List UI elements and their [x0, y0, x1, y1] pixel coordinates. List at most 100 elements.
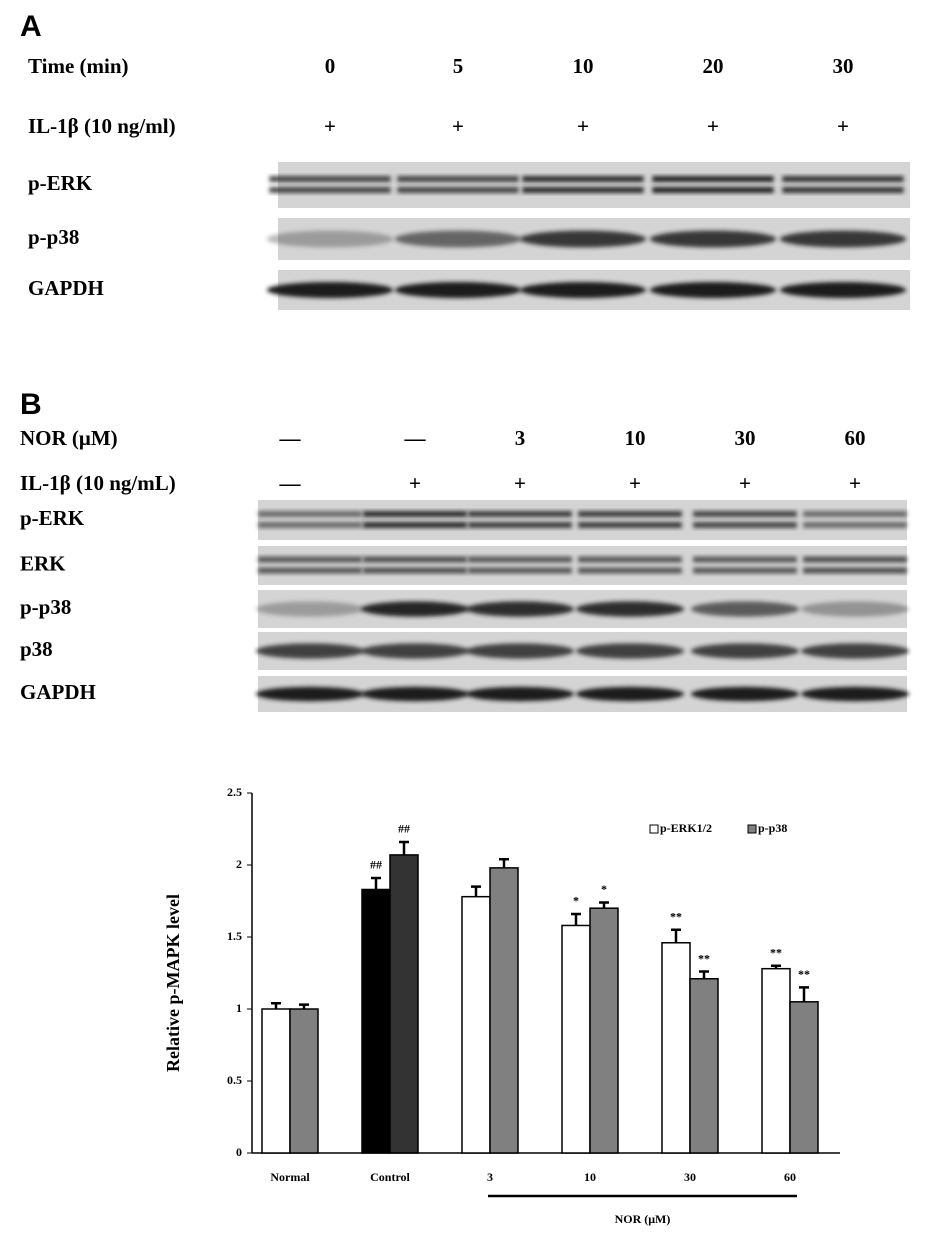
x-tick-label: 10 — [584, 1170, 596, 1184]
row-header: NOR (μM) — [20, 426, 118, 450]
blot-band — [363, 556, 467, 563]
row-header: IL-1β (10 ng/mL) — [20, 471, 176, 495]
bar — [689, 978, 719, 1154]
column-label: 5 — [453, 54, 464, 78]
y-tick-label: 1.5 — [227, 929, 242, 943]
y-tick-label: 0 — [236, 1145, 242, 1159]
error-bar — [771, 964, 781, 969]
blot-band — [693, 511, 797, 517]
significance-mark: ** — [698, 951, 710, 965]
x-tick-label: 60 — [784, 1170, 796, 1184]
error-bar — [571, 912, 581, 926]
blot-band — [468, 511, 572, 517]
error-bar — [699, 970, 709, 979]
column-label: — — [279, 426, 302, 450]
blot-band — [360, 643, 470, 659]
y-tick-label: 2 — [236, 857, 242, 871]
blot-band — [397, 176, 519, 182]
column-label: + — [409, 471, 421, 495]
blot-label: p38 — [20, 637, 53, 661]
blot-label: GAPDH — [20, 680, 96, 704]
column-label: + — [452, 114, 464, 138]
column-label: 20 — [703, 54, 724, 78]
blot-band — [575, 601, 685, 617]
column-label: + — [577, 114, 589, 138]
significance-mark: ## — [398, 822, 410, 836]
blot-background — [258, 546, 907, 585]
blot-band — [465, 686, 575, 702]
blot-band — [690, 601, 800, 617]
blot-band — [693, 567, 797, 574]
blot-band — [649, 230, 777, 248]
blot-band — [255, 643, 365, 659]
column-label: 30 — [833, 54, 854, 78]
blot-band — [693, 556, 797, 563]
legend-swatch — [747, 824, 757, 834]
blot-band — [258, 511, 362, 517]
bar — [361, 888, 391, 1154]
column-label: 10 — [573, 54, 594, 78]
y-tick-label: 0.5 — [227, 1073, 242, 1087]
column-label: + — [629, 471, 641, 495]
column-label: + — [849, 471, 861, 495]
blot-band — [578, 567, 682, 574]
bar — [261, 1008, 291, 1154]
blot-band — [258, 556, 362, 563]
significance-mark: ** — [798, 967, 810, 981]
blot-band — [779, 230, 907, 248]
blot-band — [468, 567, 572, 574]
blot-band — [266, 282, 394, 298]
blot-band — [360, 601, 470, 617]
bar — [761, 967, 791, 1154]
bar — [489, 867, 519, 1154]
bar — [661, 942, 691, 1154]
blot-band — [258, 567, 362, 574]
blot-band — [255, 601, 365, 617]
blot-band — [255, 686, 365, 702]
blot-band — [803, 556, 907, 563]
error-bar — [799, 986, 809, 1002]
panel-label: A — [20, 10, 42, 43]
y-tick-label: 2.5 — [227, 785, 242, 799]
blot-band — [578, 522, 682, 528]
blot-label: p-ERK — [28, 171, 93, 195]
blot-band — [800, 601, 910, 617]
x-tick-label: 3 — [487, 1170, 493, 1184]
blot-band — [394, 282, 522, 298]
blot-background — [258, 500, 907, 540]
blot-band — [394, 230, 522, 248]
significance-mark: * — [573, 894, 579, 908]
blot-band — [269, 176, 391, 182]
error-bar — [271, 1001, 281, 1009]
blot-band — [575, 686, 685, 702]
blot-band — [800, 643, 910, 659]
bar — [461, 895, 491, 1154]
blot-label: p-p38 — [20, 595, 71, 619]
blot-band — [266, 230, 394, 248]
bar — [589, 907, 619, 1154]
bar — [561, 924, 591, 1154]
blot-background — [278, 162, 910, 208]
blot-label: ERK — [20, 551, 66, 575]
blot-band — [782, 187, 904, 193]
blot-band — [782, 176, 904, 182]
column-label: 60 — [845, 426, 866, 450]
blot-band — [803, 511, 907, 517]
x-tick-label: 30 — [684, 1170, 696, 1184]
column-label: + — [739, 471, 751, 495]
blot-band — [649, 282, 777, 298]
blot-band — [363, 511, 467, 517]
panel-label: B — [20, 388, 42, 421]
blot-band — [779, 282, 907, 298]
blot-band — [519, 230, 647, 248]
blot-band — [803, 522, 907, 528]
blot-band — [652, 187, 774, 193]
blot-band — [465, 643, 575, 659]
row-header: Time (min) — [28, 54, 129, 78]
legend-swatch — [649, 824, 659, 834]
column-label: — — [279, 471, 302, 495]
blot-label: p-p38 — [28, 225, 79, 249]
column-label: 0 — [325, 54, 336, 78]
blot-label: GAPDH — [28, 276, 104, 300]
